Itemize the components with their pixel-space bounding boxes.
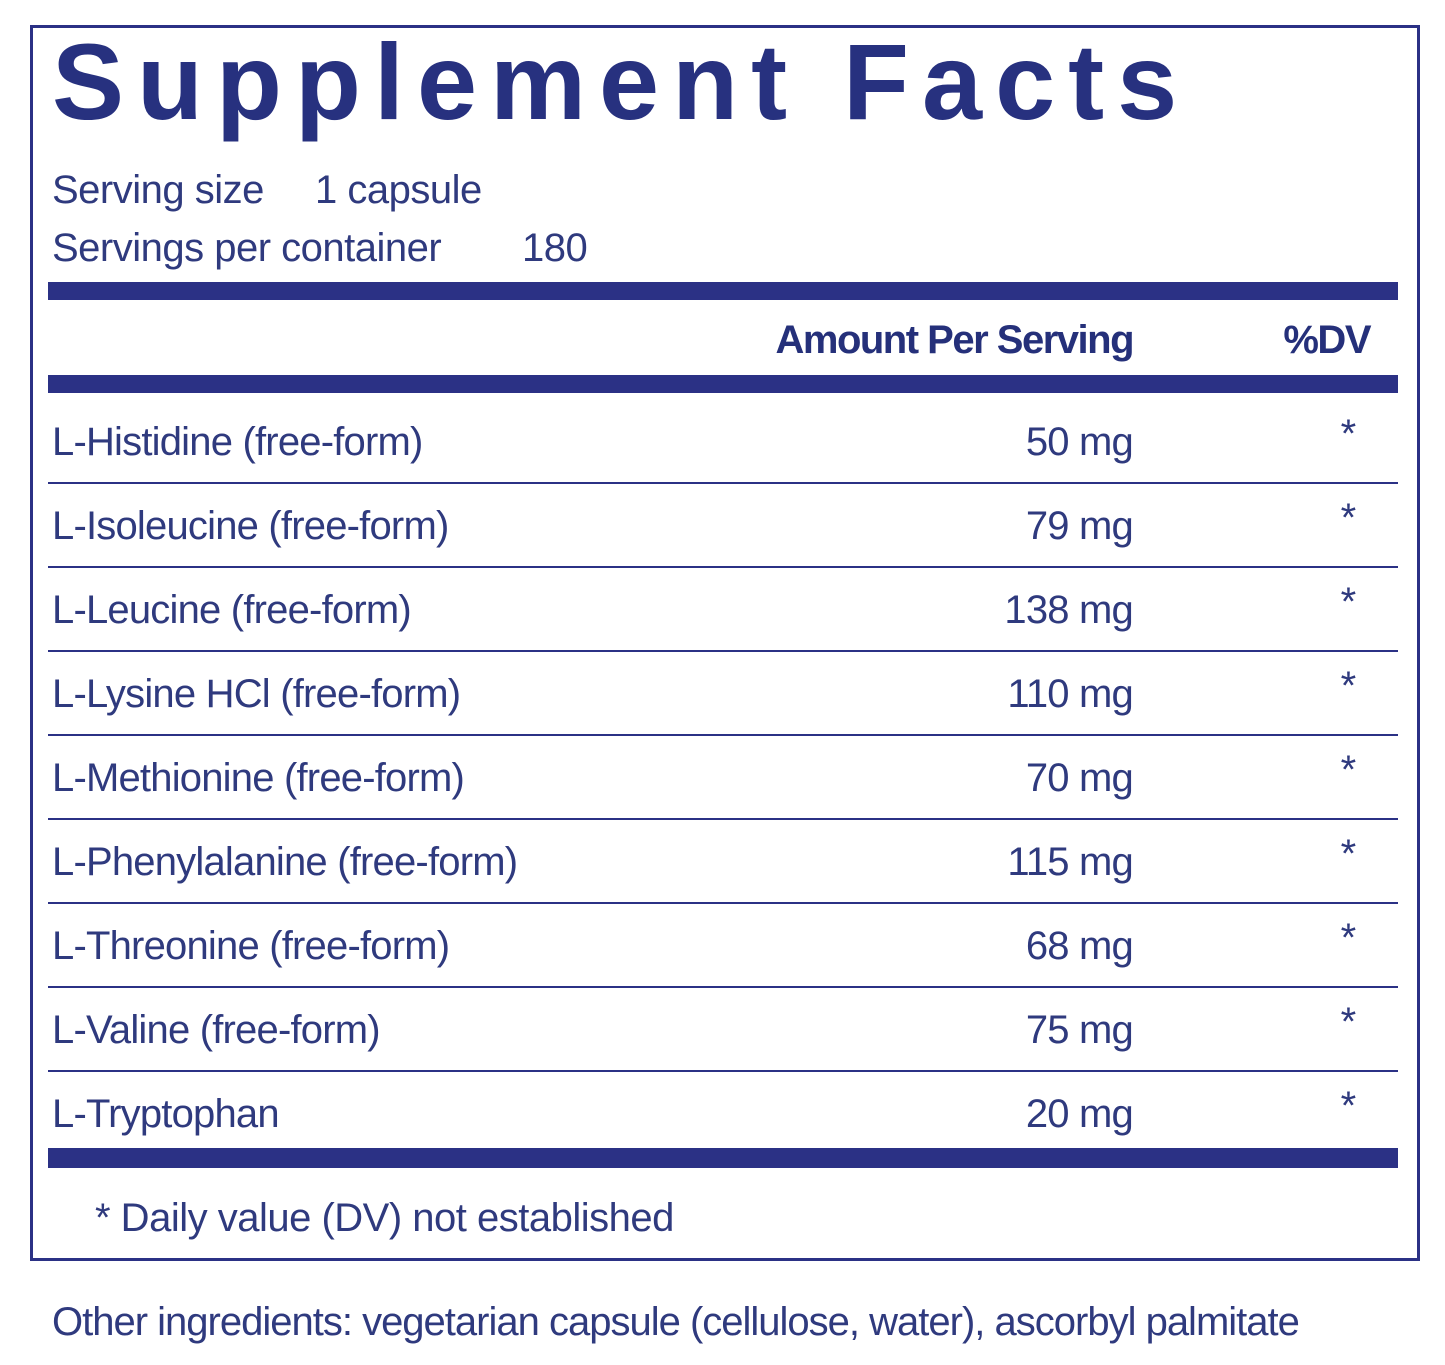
row-divider: [48, 482, 1398, 484]
ingredient-dv: *: [1340, 1000, 1357, 1044]
ingredient-name: L-Valine (free-form): [52, 1008, 381, 1052]
ingredient-amount: 50 mg: [1025, 420, 1134, 464]
ingredient-amount: 70 mg: [1025, 756, 1134, 800]
ingredient-dv: *: [1340, 412, 1357, 456]
ingredient-name: L-Phenylalanine (free-form): [52, 840, 518, 884]
ingredient-name: L-Histidine (free-form): [52, 420, 423, 464]
ingredient-name: L-Leucine (free-form): [52, 588, 412, 632]
ingredient-amount: 79 mg: [1025, 504, 1134, 548]
ingredient-name: L-Isoleucine (free-form): [52, 504, 449, 548]
serving-size-label: Serving size: [52, 168, 264, 212]
divider-bar: [48, 282, 1398, 300]
amount-header: Amount Per Serving: [775, 318, 1134, 362]
serving-size-value: 1 capsule: [315, 168, 482, 212]
row-divider: [48, 650, 1398, 652]
row-divider: [48, 986, 1398, 988]
servings-value: 180: [522, 226, 588, 270]
title: Supplement Facts: [52, 21, 1191, 142]
ingredient-dv: *: [1340, 496, 1357, 540]
ingredient-name: L-Lysine HCl (free-form): [52, 672, 461, 716]
row-divider: [48, 734, 1398, 736]
row-divider: [48, 818, 1398, 820]
ingredient-amount: 115 mg: [1007, 840, 1133, 884]
ingredient-name: L-Threonine (free-form): [52, 924, 450, 968]
ingredient-dv: *: [1340, 916, 1357, 960]
servings-label: Servings per container: [52, 226, 442, 270]
label-frame: [30, 25, 1420, 1261]
ingredient-amount: 68 mg: [1025, 924, 1134, 968]
ingredient-dv: *: [1340, 664, 1357, 708]
ingredient-dv: *: [1340, 748, 1357, 792]
row-divider: [48, 1070, 1398, 1072]
divider-bar: [48, 375, 1398, 393]
ingredient-amount: 20 mg: [1025, 1092, 1134, 1136]
dv-header: %DV: [1283, 318, 1371, 362]
ingredient-amount: 138 mg: [1004, 588, 1133, 632]
other-ingredients: Other ingredients: vegetarian capsule (c…: [52, 1300, 1300, 1344]
footnote: * Daily value (DV) not established: [95, 1196, 674, 1240]
ingredient-dv: *: [1340, 832, 1357, 876]
ingredient-amount: 110 mg: [1007, 672, 1133, 716]
ingredient-name: L-Tryptophan: [52, 1092, 280, 1136]
ingredient-dv: *: [1340, 580, 1357, 624]
ingredient-dv: *: [1340, 1084, 1357, 1128]
row-divider: [48, 566, 1398, 568]
ingredient-name: L-Methionine (free-form): [52, 756, 465, 800]
ingredient-amount: 75 mg: [1025, 1008, 1134, 1052]
divider-bar: [48, 1148, 1398, 1168]
row-divider: [48, 902, 1398, 904]
